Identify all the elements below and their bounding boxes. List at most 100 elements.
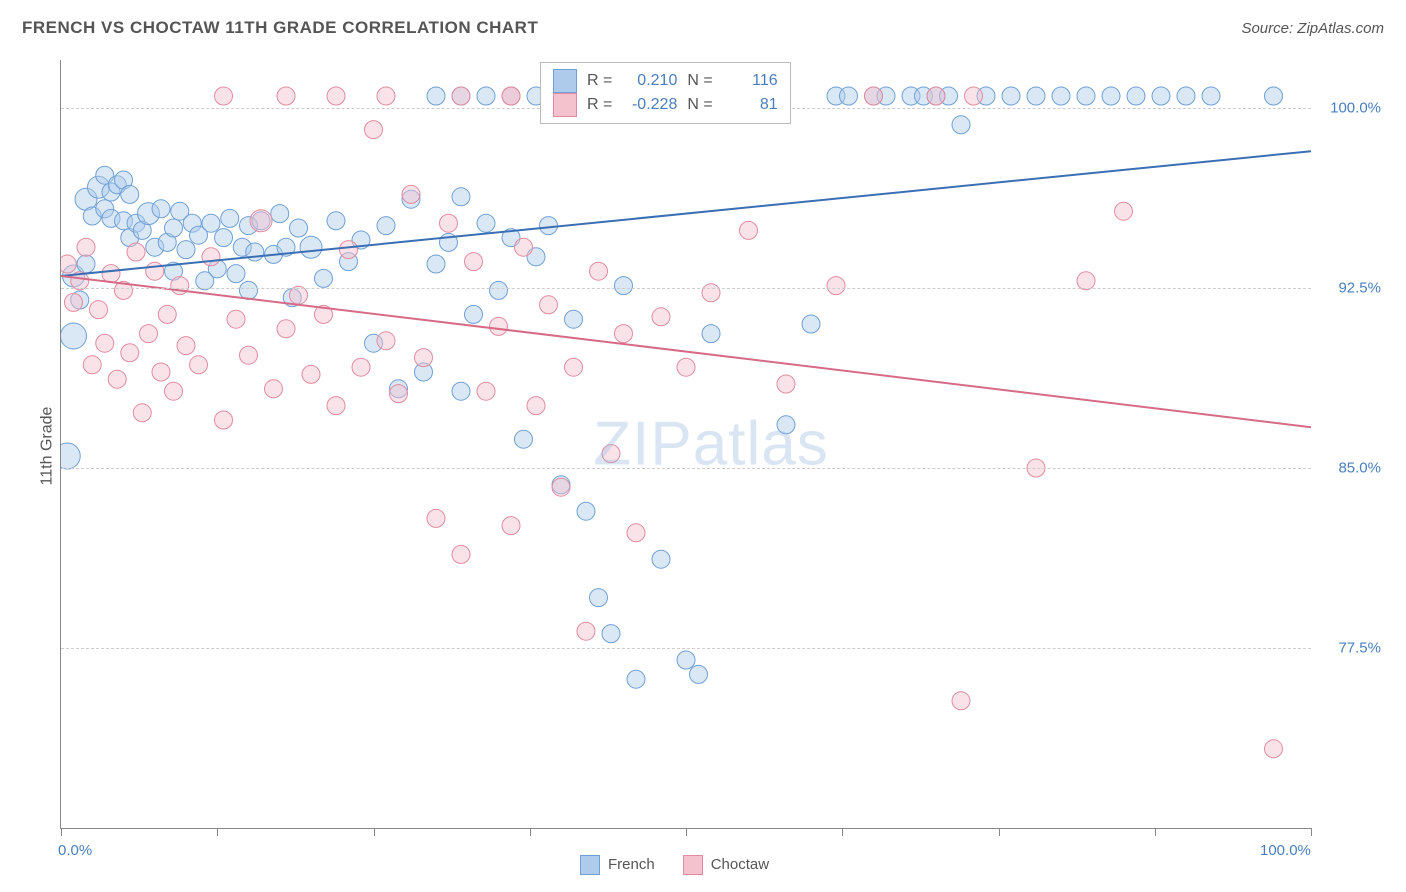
y-axis-label: 11th Grade bbox=[38, 407, 56, 486]
data-point bbox=[121, 185, 139, 203]
data-point bbox=[165, 382, 183, 400]
x-tick bbox=[374, 828, 375, 836]
data-point bbox=[152, 200, 170, 218]
data-point bbox=[277, 87, 295, 105]
x-axis-min-label: 0.0% bbox=[58, 842, 92, 859]
data-point bbox=[1127, 87, 1145, 105]
data-point bbox=[452, 188, 470, 206]
data-point bbox=[1152, 87, 1170, 105]
data-point bbox=[540, 296, 558, 314]
data-point bbox=[652, 550, 670, 568]
data-point bbox=[1265, 87, 1283, 105]
data-point bbox=[1202, 87, 1220, 105]
data-point bbox=[215, 229, 233, 247]
data-point bbox=[1177, 87, 1195, 105]
data-point bbox=[652, 308, 670, 326]
n-label: N = bbox=[687, 96, 712, 114]
data-point bbox=[390, 385, 408, 403]
data-point bbox=[158, 305, 176, 323]
x-tick bbox=[1311, 828, 1312, 836]
data-point bbox=[952, 692, 970, 710]
data-point bbox=[190, 356, 208, 374]
data-point bbox=[202, 214, 220, 232]
data-point bbox=[565, 310, 583, 328]
data-point bbox=[77, 238, 95, 256]
data-point bbox=[277, 320, 295, 338]
data-point bbox=[490, 317, 508, 335]
y-tick-label: 92.5% bbox=[1321, 280, 1381, 297]
x-tick bbox=[842, 828, 843, 836]
legend-swatch bbox=[553, 93, 577, 117]
x-axis-max-label: 100.0% bbox=[1260, 842, 1311, 859]
data-point bbox=[602, 625, 620, 643]
data-point bbox=[90, 301, 108, 319]
data-point bbox=[77, 255, 95, 273]
scatter-plot: ZIPatlas 77.5%85.0%92.5%100.0% bbox=[60, 60, 1311, 829]
x-tick bbox=[999, 828, 1000, 836]
legend-bottom: FrenchChoctaw bbox=[580, 855, 769, 875]
data-point bbox=[690, 665, 708, 683]
data-point bbox=[302, 365, 320, 383]
data-point bbox=[102, 265, 120, 283]
data-point bbox=[152, 363, 170, 381]
gridline bbox=[61, 648, 1311, 649]
data-point bbox=[552, 478, 570, 496]
data-point bbox=[827, 277, 845, 295]
data-point bbox=[452, 545, 470, 563]
data-point bbox=[327, 87, 345, 105]
legend-label: French bbox=[608, 856, 655, 873]
data-point bbox=[627, 524, 645, 542]
y-tick-label: 100.0% bbox=[1321, 100, 1381, 117]
data-point bbox=[240, 281, 258, 299]
data-point bbox=[202, 248, 220, 266]
data-point bbox=[1052, 87, 1070, 105]
data-point bbox=[490, 281, 508, 299]
y-tick-label: 85.0% bbox=[1321, 460, 1381, 477]
n-label: N = bbox=[687, 72, 712, 90]
data-point bbox=[590, 589, 608, 607]
data-point bbox=[402, 185, 420, 203]
data-point bbox=[865, 87, 883, 105]
data-point bbox=[702, 325, 720, 343]
data-point bbox=[146, 262, 164, 280]
data-point bbox=[133, 404, 151, 422]
data-point bbox=[177, 337, 195, 355]
data-point bbox=[777, 375, 795, 393]
n-value: 81 bbox=[723, 96, 778, 114]
data-point bbox=[215, 87, 233, 105]
data-point bbox=[61, 443, 80, 469]
data-point bbox=[265, 380, 283, 398]
data-point bbox=[61, 323, 87, 349]
data-point bbox=[177, 241, 195, 259]
data-point bbox=[315, 269, 333, 287]
data-point bbox=[215, 411, 233, 429]
plot-canvas bbox=[61, 60, 1311, 828]
legend-swatch bbox=[683, 855, 703, 875]
r-value: -0.228 bbox=[622, 96, 677, 114]
data-point bbox=[502, 517, 520, 535]
data-point bbox=[271, 205, 289, 223]
data-point bbox=[1077, 87, 1095, 105]
data-point bbox=[465, 305, 483, 323]
data-point bbox=[221, 209, 239, 227]
data-point bbox=[615, 277, 633, 295]
data-point bbox=[246, 243, 264, 261]
data-point bbox=[577, 502, 595, 520]
data-point bbox=[515, 238, 533, 256]
data-point bbox=[1115, 202, 1133, 220]
data-point bbox=[952, 116, 970, 134]
data-point bbox=[1002, 87, 1020, 105]
gridline bbox=[61, 468, 1311, 469]
data-point bbox=[300, 236, 322, 258]
data-point bbox=[677, 358, 695, 376]
data-point bbox=[127, 243, 145, 261]
data-point bbox=[477, 382, 495, 400]
data-point bbox=[427, 255, 445, 273]
data-point bbox=[227, 265, 245, 283]
legend-swatch bbox=[580, 855, 600, 875]
data-point bbox=[227, 310, 245, 328]
x-tick bbox=[61, 828, 62, 836]
data-point bbox=[427, 509, 445, 527]
data-point bbox=[340, 241, 358, 259]
data-point bbox=[377, 332, 395, 350]
